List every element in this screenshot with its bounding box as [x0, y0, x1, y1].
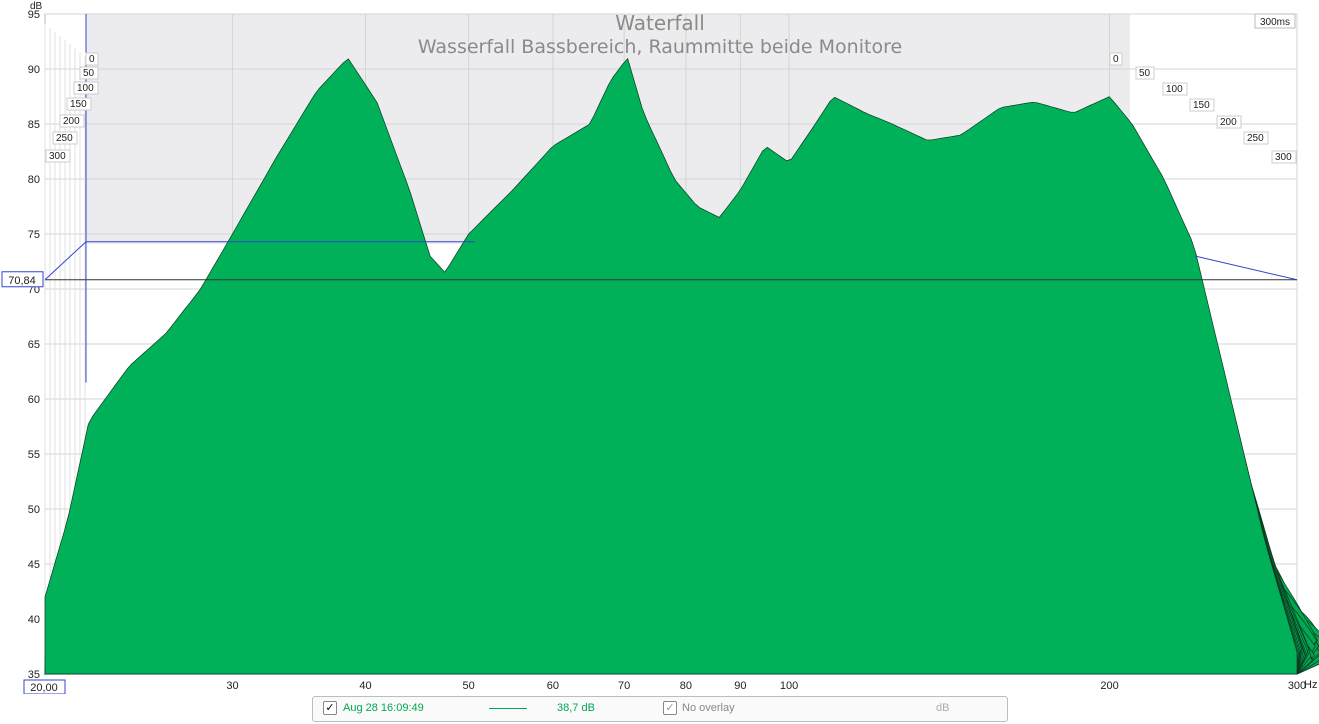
time-tick-box	[59, 114, 85, 128]
overlay	[44, 14, 1298, 383]
time-tick-label-left: 0	[89, 54, 95, 65]
time-tick-label-right: 300	[1275, 152, 1292, 163]
time-tick-label-left: 200	[63, 116, 80, 127]
x-tick-label: 30	[226, 680, 238, 692]
level-guide	[1194, 255, 1298, 281]
x-unit-label: Hz	[1304, 679, 1317, 691]
y-tick-label: 50	[28, 504, 40, 516]
status-bar: ✓ Aug 28 16:09:49 38,7 dB ✓ No overlay d…	[312, 696, 1008, 722]
time-tick-label-left: 300	[49, 151, 66, 162]
time-tick-box	[79, 66, 99, 80]
time-tick-box	[1243, 131, 1269, 145]
time-tick-box	[52, 131, 78, 145]
y-tick-label: 90	[28, 64, 40, 76]
time-tick-box	[1271, 150, 1297, 164]
time-range-box[interactable]: 300ms	[1254, 13, 1296, 29]
x-tick-label: 90	[734, 680, 746, 692]
cursor-value-box[interactable]: 70,84	[1, 271, 44, 288]
y-tick-label: 35	[28, 669, 40, 681]
y-tick-label: 75	[28, 229, 40, 241]
time-tick-box	[45, 149, 71, 163]
x-start-box[interactable]: 20,00	[23, 679, 66, 694]
y-tick-label: 95	[28, 9, 40, 21]
chart-title: Waterfall	[615, 11, 705, 35]
overlay-checkbox[interactable]: ✓	[663, 701, 677, 715]
time-tick-label-right: 0	[1113, 54, 1119, 65]
x-tick-label: 60	[547, 680, 559, 692]
time-tick-label-left: 150	[70, 99, 87, 110]
trace-line-swatch	[489, 708, 527, 709]
time-tick-label-left: 50	[83, 68, 95, 79]
measurement-checkbox[interactable]: ✓	[323, 701, 337, 715]
time-range-label: 300ms	[1260, 17, 1290, 28]
y-unit-label: dB	[30, 1, 43, 12]
chart-subtitle: Wasserfall Bassbereich, Raummitte beide …	[418, 36, 902, 58]
y-tick-label: 45	[28, 559, 40, 571]
time-tick-label-left: 100	[77, 83, 94, 94]
x-tick-label: 70	[618, 680, 630, 692]
time-tick-box	[1135, 66, 1155, 80]
x-tick-label: 80	[680, 680, 692, 692]
time-tick-label-right: 50	[1139, 68, 1151, 79]
y-tick-label: 40	[28, 614, 40, 626]
time-tick-box	[1162, 82, 1188, 96]
level-readout: 38,7 dB	[557, 702, 595, 714]
overlay-label[interactable]: No overlay	[682, 702, 735, 714]
time-tick-box	[1109, 52, 1123, 66]
y-tick-label: 65	[28, 339, 40, 351]
cursor-value-label: 70,84	[8, 275, 36, 287]
waterfall-slices	[44, 57, 1319, 675]
time-tick-box	[73, 81, 99, 95]
x-tick-label: 100	[780, 680, 798, 692]
time-tick-label-right: 150	[1193, 100, 1210, 111]
x-tick-label: 300	[1288, 680, 1306, 692]
waterfall-slice	[44, 57, 1298, 675]
time-tick-box	[1216, 115, 1242, 129]
x-tick-label: 200	[1100, 680, 1118, 692]
x-tick-label: 50	[462, 680, 474, 692]
y-tick-label: 85	[28, 119, 40, 131]
x-start-label: 20,00	[30, 682, 58, 694]
overlay-unit: dB	[936, 702, 950, 714]
measurement-label[interactable]: Aug 28 16:09:49	[343, 702, 424, 714]
y-tick-label: 55	[28, 449, 40, 461]
time-tick-label-right: 250	[1247, 133, 1264, 144]
time-tick-box	[66, 97, 92, 111]
time-tick-label-left: 250	[56, 133, 73, 144]
y-tick-label: 60	[28, 394, 40, 406]
time-tick-box	[1189, 98, 1215, 112]
x-tick-label: 40	[359, 680, 371, 692]
time-tick-label-right: 200	[1220, 117, 1237, 128]
time-tick-label-right: 100	[1166, 84, 1183, 95]
y-tick-label: 80	[28, 174, 40, 186]
time-tick-box	[85, 52, 99, 66]
